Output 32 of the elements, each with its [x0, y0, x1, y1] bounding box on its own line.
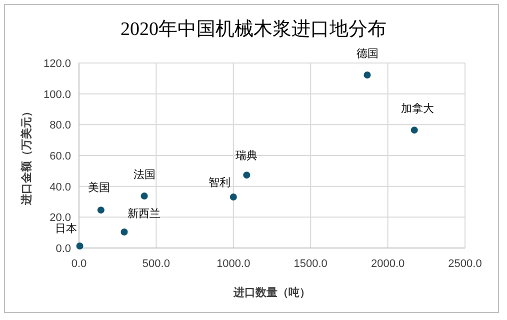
point [76, 242, 84, 250]
point [97, 206, 104, 214]
point [410, 126, 418, 134]
y-tick-label: 60.0 [50, 150, 71, 162]
point [243, 172, 250, 179]
point [364, 72, 371, 79]
annotation: 日本 [54, 222, 77, 235]
annotation: 瑞典 [236, 149, 258, 162]
annotation: 法国 [133, 168, 156, 182]
annotation: 加拿大 [400, 102, 434, 116]
point [120, 228, 128, 236]
x-tick-label: 0.0 [71, 258, 87, 270]
annotation: 智利 [208, 176, 230, 189]
point [140, 192, 148, 200]
x-tick-label: 2500.0 [448, 258, 482, 270]
y-tick-label: 40.0 [50, 181, 71, 194]
annotation: 德国 [356, 48, 378, 60]
y-tick-label: 20.0 [50, 212, 71, 224]
chart-title: 2020年中国机械木浆进口地分布 [120, 19, 386, 40]
point [230, 193, 237, 200]
x-tick-label: 1500.0 [294, 258, 328, 270]
y-tick-label: 120.0 [43, 58, 71, 70]
y-tick-label: 80.0 [50, 120, 71, 132]
x-tick-label: 500.0 [142, 258, 170, 270]
annotation: 美国 [88, 181, 110, 194]
y-tick-label: 100.0 [43, 88, 71, 101]
x-tick-label: 2000.0 [370, 258, 405, 270]
x-tick-label: 1000.0 [216, 258, 250, 270]
y-tick-label: 0.0 [56, 243, 71, 255]
y-axis-title: 进口金额（万美元） [20, 106, 33, 206]
x-axis-title: 进口数量（吨） [232, 286, 310, 299]
annotation: 新西兰 [128, 206, 161, 220]
